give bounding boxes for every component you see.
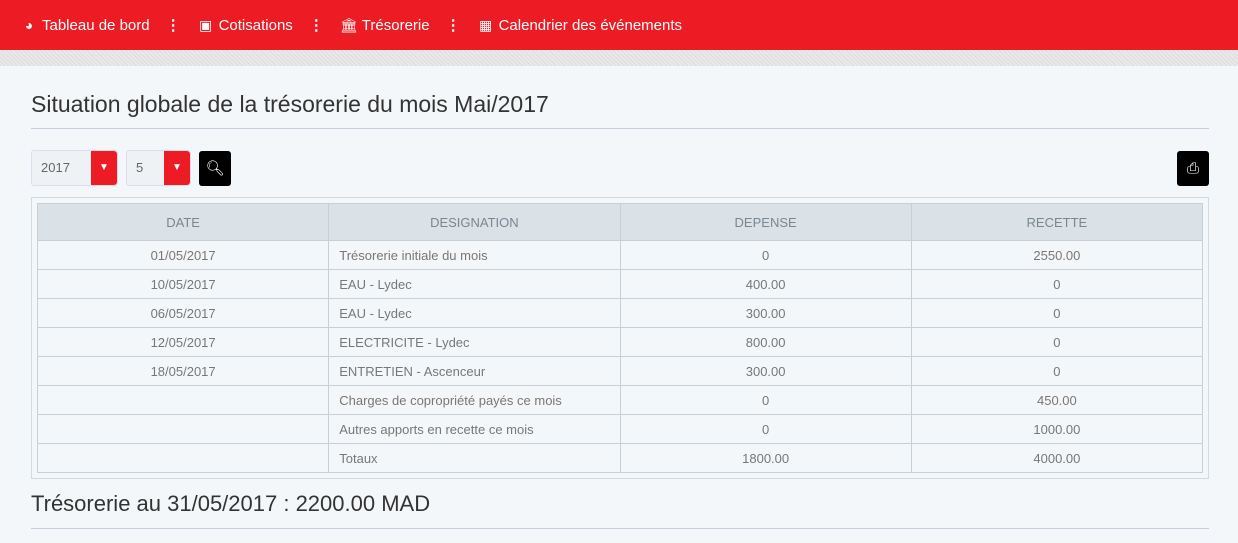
header-designation: DESIGNATION [328, 203, 621, 241]
nav-label: Trésorerie [361, 16, 430, 34]
dashboard-icon: ◕ [24, 17, 34, 33]
table-row: 01/05/2017 Trésorerie initiale du mois 0 25… [36, 240, 1204, 270]
cell-date: 18/05/2017 [36, 356, 330, 386]
cell-depense: 300.00 [619, 298, 912, 328]
cell-recette: 450.00 [910, 385, 1204, 415]
nav-label: Calendrier des événements [498, 16, 683, 34]
top-nav: ◕ Tableau de bord ⋮ ▣ Cotisations ⋮ 🏛 Tréso… [0, 0, 1238, 50]
cell-depense: 400.00 [619, 269, 912, 299]
nav-tresorerie[interactable]: 🏛 Trésorerie [340, 17, 430, 34]
year-select[interactable]: 2017 ▼ [31, 150, 118, 186]
header-depense: DEPENSE [619, 203, 912, 241]
table-row: Charges de copropriété payés ce mois 0 450… [36, 385, 1204, 415]
table-row: 10/05/2017 EAU - Lydec 400.00 0 [36, 269, 1204, 299]
cell-date: 06/05/2017 [36, 298, 330, 328]
cell-date: 01/05/2017 [36, 240, 330, 270]
cell-designation: ENTRETIEN - Ascenceur [328, 356, 621, 386]
cell-recette: 0 [910, 298, 1204, 328]
cell-designation: ELECTRICITE - Lydec [328, 327, 621, 357]
calendar-icon: ▦ [478, 17, 493, 33]
print-icon: ⎙ [1186, 159, 1199, 177]
cell-recette: 4000.00 [910, 443, 1204, 473]
table-row: Totaux 1800.00 4000.00 [36, 443, 1204, 473]
cell-recette: 0 [910, 356, 1204, 386]
cell-recette: 0 [910, 327, 1204, 357]
cell-designation: Autres apports en recette ce mois [328, 414, 621, 444]
table-row: 18/05/2017 ENTRETIEN - Ascenceur 300.00 0 [36, 356, 1204, 386]
nav-label: Cotisations [218, 16, 293, 34]
cell-designation: Totaux [328, 443, 621, 473]
cell-depense: 0 [619, 414, 912, 444]
month-select[interactable]: 5 ▼ [126, 150, 191, 186]
cell-date: 10/05/2017 [36, 269, 330, 299]
treasury-table: DATE DESIGNATION DEPENSE RECETTE 01/05/2… [36, 203, 1204, 473]
separator: ⋮ [165, 17, 181, 34]
pattern-strip [0, 50, 1238, 66]
header-date: DATE [36, 203, 330, 241]
cell-designation: Trésorerie initiale du mois [328, 240, 621, 270]
cell-designation: EAU - Lydec [328, 298, 621, 328]
cell-depense: 1800.00 [619, 443, 912, 473]
cell-designation: EAU - Lydec [328, 269, 621, 299]
money-icon: ▣ [198, 17, 213, 33]
cell-depense: 300.00 [619, 356, 912, 386]
table-row: 12/05/2017 ELECTRICITE - Lydec 800.00 0 [36, 327, 1204, 357]
header-recette: RECETTE [910, 203, 1204, 241]
year-value: 2017 [41, 160, 70, 175]
treasury-total: Trésorerie au 31/05/2017 : 2200.00 MAD [31, 491, 1209, 529]
separator: ⋮ [445, 17, 461, 34]
cell-depense: 0 [619, 385, 912, 415]
cell-date [36, 414, 330, 444]
cell-depense: 0 [619, 240, 912, 270]
bank-icon: 🏛 [339, 17, 358, 33]
search-button[interactable]: 🔍︎ [199, 150, 231, 186]
nav-dashboard[interactable]: ◕ Tableau de bord [20, 17, 150, 34]
chevron-down-icon: ▼ [164, 151, 190, 185]
cell-depense: 800.00 [619, 327, 912, 357]
treasury-table-container: DATE DESIGNATION DEPENSE RECETTE 01/05/2… [31, 197, 1209, 479]
separator: ⋮ [308, 17, 324, 34]
nav-label: Tableau de bord [42, 16, 150, 34]
cell-recette: 0 [910, 269, 1204, 299]
nav-cotisations[interactable]: ▣ Cotisations [197, 17, 293, 34]
page-title: Situation globale de la trésorerie du mo… [31, 91, 1209, 129]
cell-recette: 1000.00 [910, 414, 1204, 444]
cell-recette: 2550.00 [910, 240, 1204, 270]
print-button[interactable]: ⎙ [1177, 150, 1209, 186]
cell-date [36, 385, 330, 415]
cell-designation: Charges de copropriété payés ce mois [328, 385, 621, 415]
month-value: 5 [136, 160, 144, 175]
cell-date [36, 443, 330, 473]
table-row: 06/05/2017 EAU - Lydec 300.00 0 [36, 298, 1204, 328]
table-row: Autres apports en recette ce mois 0 1000.0… [36, 414, 1204, 444]
nav-calendrier[interactable]: ▦ Calendrier des événements [477, 17, 682, 34]
search-icon: 🔍︎ [205, 160, 225, 177]
cell-date: 12/05/2017 [36, 327, 330, 357]
chevron-down-icon: ▼ [91, 151, 117, 185]
